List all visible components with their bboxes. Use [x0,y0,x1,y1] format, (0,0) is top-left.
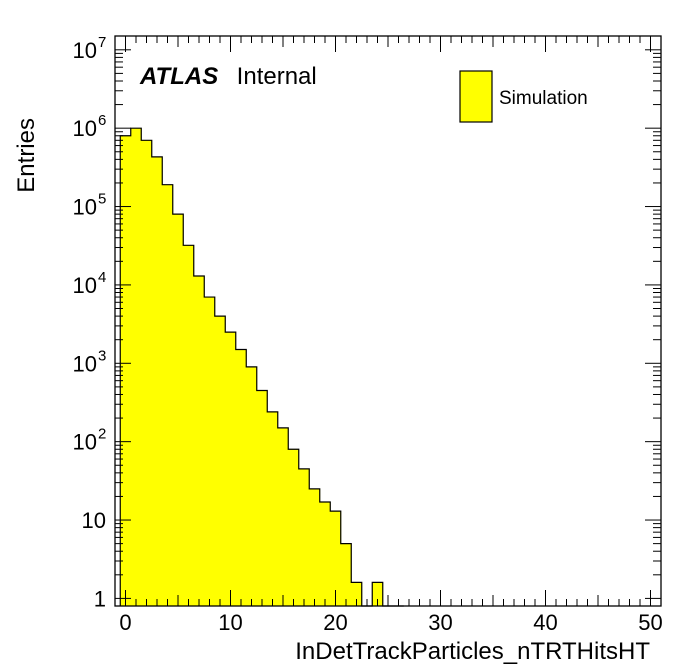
histogram-bar [225,332,237,606]
histogram-bar [151,156,163,607]
histogram-bar [204,297,216,606]
histogram-bar [256,390,268,606]
histogram-bar [183,245,195,606]
y-tick-label: 10 [73,195,97,220]
histogram-bar [288,449,300,606]
histogram-bar [330,511,342,606]
y-tick-label: 10 [73,273,97,298]
histogram-bar [162,184,174,606]
y-tick-exponent: 3 [98,347,106,364]
legend-label-simulation: Simulation [499,88,588,109]
histogram-bars [120,128,384,607]
y-tick-exponent: 2 [98,426,106,443]
x-tick-label: 30 [428,610,452,635]
plot-frame [114,35,662,607]
histogram-bar [141,140,153,606]
histogram-bar [319,501,331,606]
atlas-label: ATLAS Internal [139,63,317,90]
atlas-logo-text: ATLAS [139,63,218,90]
y-tick-label: 10 [73,351,97,376]
histogram-bar [235,349,247,606]
x-tick-label: 40 [533,610,557,635]
histogram-bar [351,582,363,606]
x-tick-label: 50 [638,610,662,635]
y-tick-label: 1 [94,586,106,611]
y-tick-label: 10 [73,38,97,63]
histogram-bar [309,488,321,606]
x-tick-label: 0 [119,610,131,635]
histogram-bar [267,411,279,606]
histogram-bar [120,135,132,607]
x-axis-title: InDetTrackParticles_nTRTHitsHT [295,638,650,665]
histogram-bar [246,366,258,606]
y-tick-exponent: 6 [98,112,106,129]
y-axis-title: Entries [13,118,40,193]
atlas-status-text: Internal [237,63,317,90]
histogram-bar [372,582,384,606]
histogram-outline [119,127,404,607]
histogram-bar [277,427,289,606]
legend: Simulation [459,70,588,123]
histogram-bar [193,275,205,606]
histogram-bar [130,128,142,607]
y-tick-exponent: 5 [98,191,106,208]
y-tick-label: 10 [73,116,97,141]
x-tick-label: 10 [218,610,242,635]
x-tick-label: 20 [323,610,347,635]
x-axis-ticks: 0 10 20 30 40 50 [119,36,663,635]
y-tick-label: 10 [73,430,97,455]
histogram-bar [298,468,310,606]
y-tick-exponent: 4 [98,269,106,286]
histogram-bar [172,214,184,606]
histogram-bar [340,543,352,606]
y-tick-label: 10 [82,508,106,533]
histogram-bar [214,316,226,606]
y-tick-exponent: 7 [98,34,106,51]
legend-swatch-simulation [459,70,493,123]
